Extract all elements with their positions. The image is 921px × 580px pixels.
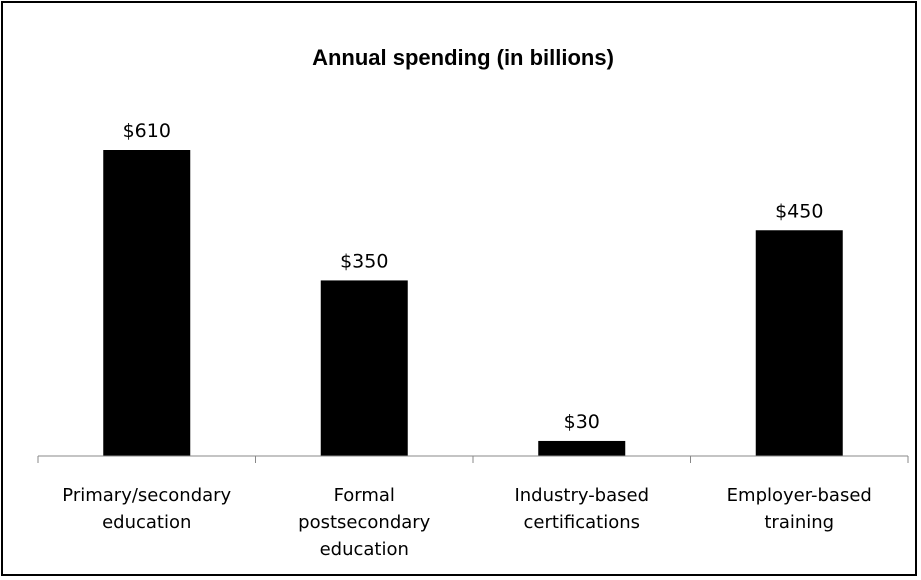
data-label: $30 xyxy=(564,411,600,433)
category-label: Primary/secondary education xyxy=(62,485,231,533)
category-label-line: Formal xyxy=(334,485,395,506)
bar xyxy=(538,440,626,456)
x-axis-ticks xyxy=(37,456,909,463)
bar xyxy=(320,280,408,456)
data-label: $450 xyxy=(775,200,823,222)
category-label-line: education xyxy=(102,512,191,533)
category-label: Employer-based training xyxy=(727,485,872,533)
category-label-line: certifications xyxy=(523,512,640,533)
data-label: $350 xyxy=(340,250,388,272)
data-labels: $610 $350 $30 $450 xyxy=(123,120,824,433)
chart-title: Annual spending (in billions) xyxy=(312,45,614,70)
category-label: Formal postsecondary education xyxy=(298,485,431,560)
bar-chart: Annual spending (in billions) $610 $350 $3… xyxy=(37,45,909,560)
category-labels: Primary/secondary education Formal postseco… xyxy=(62,485,872,560)
bar xyxy=(755,230,843,456)
category-label: Industry-based certifications xyxy=(514,485,649,533)
category-label-line: postsecondary xyxy=(298,512,431,533)
category-label-line: Primary/secondary xyxy=(62,485,231,506)
bar xyxy=(103,150,191,456)
data-label: $610 xyxy=(123,120,171,142)
category-label-line: Employer-based xyxy=(727,485,872,506)
category-label-line: training xyxy=(764,512,834,533)
bars-group xyxy=(103,150,843,456)
category-label-line: Industry-based xyxy=(514,485,649,506)
category-label-line: education xyxy=(320,539,409,560)
